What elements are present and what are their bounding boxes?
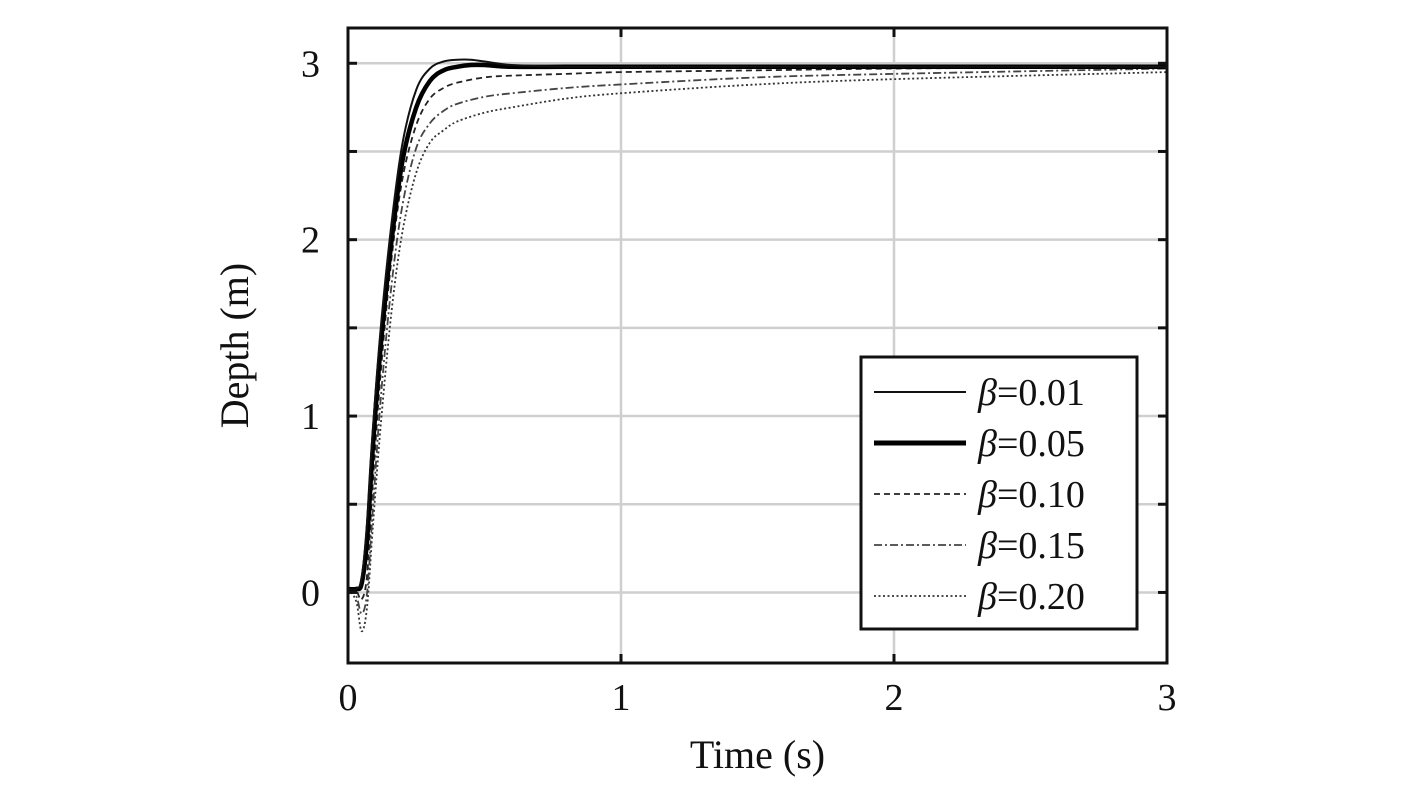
y-tick-label: 3	[301, 43, 320, 85]
legend-label: β=0.20	[977, 576, 1085, 618]
legend-label: β=0.05	[977, 423, 1085, 465]
legend-item: β=0.05	[874, 423, 1085, 465]
series-lines	[347, 58, 1168, 633]
x-axis-label: Time (s)	[690, 732, 825, 777]
y-tick-label: 0	[301, 572, 320, 614]
legend-label: β=0.15	[977, 525, 1085, 567]
legend: β=0.01 β=0.05 β=0.10 β=0.15 β=0.20	[859, 355, 1139, 631]
series-line-1	[347, 58, 1167, 591]
legend-label: β=0.01	[977, 372, 1085, 414]
y-tick-label: 2	[301, 220, 320, 262]
x-tick-label: 2	[885, 677, 904, 719]
axis-ticks	[346, 28, 1169, 663]
series-line-3	[347, 65, 1168, 601]
legend-item: β=0.20	[874, 576, 1085, 618]
y-tick-label: 1	[301, 396, 320, 438]
legend-item: β=0.01	[874, 372, 1085, 414]
x-tick-label: 0	[339, 677, 358, 719]
series-line-5	[347, 71, 1168, 633]
tick-labels: 0 1 2 3 0 1 2 3	[301, 43, 1177, 719]
x-tick-label: 3	[1158, 677, 1177, 719]
grid	[348, 28, 1167, 663]
plot-frame	[346, 26, 1169, 665]
legend-items: β=0.01 β=0.05 β=0.10 β=0.15 β=0.20	[874, 372, 1085, 618]
x-tick-label: 1	[612, 677, 631, 719]
y-axis-label: Depth (m)	[212, 263, 257, 429]
legend-item: β=0.15	[874, 525, 1085, 567]
legend-box	[859, 355, 1139, 631]
legend-item: β=0.10	[874, 474, 1085, 516]
legend-label: β=0.10	[977, 474, 1085, 516]
